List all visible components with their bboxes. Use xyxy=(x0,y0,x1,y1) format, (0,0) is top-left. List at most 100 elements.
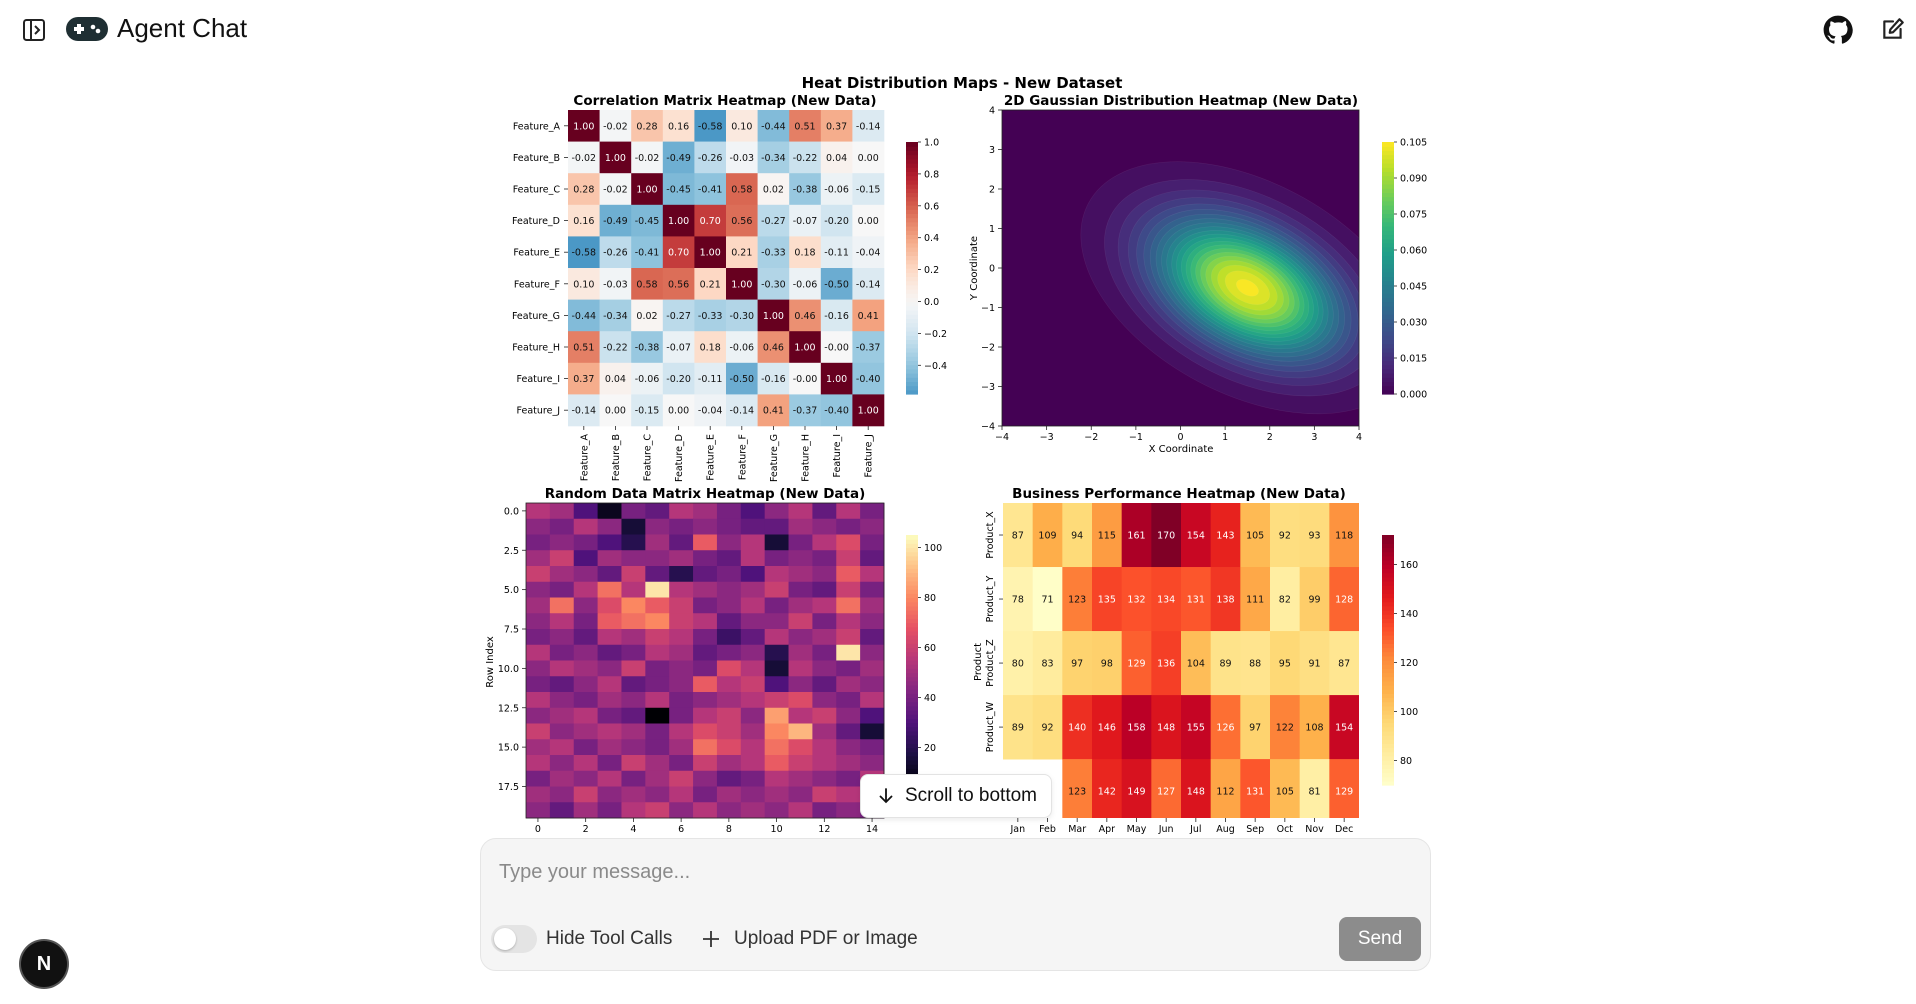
random-cell xyxy=(812,660,837,677)
gauss-colorbar-segment xyxy=(1382,196,1394,202)
corr-ytick-label: Feature_A xyxy=(513,121,561,132)
random-cell xyxy=(549,581,575,598)
corr-value-label: 0.70 xyxy=(700,216,721,227)
corr-colorbar-segment xyxy=(906,217,918,223)
random-cell xyxy=(740,676,766,693)
business-colorbar-segment xyxy=(1382,639,1394,644)
corr-xtick-label: Feature_C xyxy=(643,434,654,482)
gauss-colorbar-segment xyxy=(1382,205,1394,210)
random-cell xyxy=(716,786,742,803)
random-ytick-label: 17.5 xyxy=(498,782,519,793)
business-value-label: 149 xyxy=(1127,787,1145,798)
random-colorbar-segment xyxy=(906,693,918,699)
corr-colorbar-label: 1.0 xyxy=(924,138,939,149)
sidebar-toggle-icon[interactable] xyxy=(22,18,46,42)
business-colorbar-segment xyxy=(1382,568,1394,574)
corr-cell xyxy=(820,204,853,237)
business-cell xyxy=(1299,695,1330,760)
random-cell xyxy=(812,503,837,520)
random-cell xyxy=(693,613,718,630)
plus-icon[interactable] xyxy=(701,929,721,949)
business-value-label: 115 xyxy=(1098,531,1116,542)
business-value-label: 148 xyxy=(1157,723,1175,734)
random-cell xyxy=(788,707,813,724)
random-cell xyxy=(812,802,837,819)
github-icon[interactable] xyxy=(1823,15,1853,45)
corr-ytick-label: Feature_J xyxy=(517,406,560,417)
random-cell xyxy=(764,503,789,520)
corr-value-label: -0.58 xyxy=(698,121,723,132)
random-colorbar-segment xyxy=(906,705,918,711)
random-cell xyxy=(836,613,861,630)
random-colorbar-label: 20 xyxy=(924,743,936,754)
gauss-colorbar-segment xyxy=(1382,217,1394,223)
random-cell xyxy=(621,644,646,661)
corr-colorbar-segment xyxy=(906,310,918,315)
upload-button[interactable]: Upload PDF or Image xyxy=(734,928,918,949)
message-input[interactable]: Type your message... xyxy=(499,861,691,883)
random-cell xyxy=(740,770,766,787)
business-xtick-label: Jul xyxy=(1189,824,1201,835)
random-colorbar-segment xyxy=(906,755,918,761)
business-value-label: 148 xyxy=(1187,787,1205,798)
corr-cell xyxy=(631,299,664,332)
business-cell xyxy=(1092,567,1123,632)
business-value-label: 131 xyxy=(1246,787,1264,798)
random-cell xyxy=(526,550,551,567)
corr-colorbar-segment xyxy=(906,318,918,324)
corr-value-label: 1.00 xyxy=(700,248,721,259)
random-colorbar-segment xyxy=(906,618,918,624)
random-cell xyxy=(836,692,861,709)
random-colorbar-segment xyxy=(906,601,918,607)
random-cell xyxy=(764,550,789,567)
scroll-to-bottom-button[interactable]: Scroll to bottom xyxy=(860,774,1052,818)
gauss-colorbar-segment xyxy=(1382,301,1394,307)
business-colorbar-segment xyxy=(1382,605,1394,611)
corr-value-label: 0.21 xyxy=(731,248,752,259)
random-cell xyxy=(669,676,694,693)
random-cell xyxy=(836,503,861,520)
gauss-colorbar-segment xyxy=(1382,360,1394,366)
new-chat-icon[interactable] xyxy=(1880,16,1906,42)
corr-colorbar-segment xyxy=(906,163,918,168)
random-xtick-label: 10 xyxy=(771,824,783,835)
gauss-colorbar-segment xyxy=(1382,259,1394,265)
corr-cell xyxy=(726,173,758,206)
send-button[interactable]: Send xyxy=(1339,917,1421,961)
corr-colorbar-segment xyxy=(906,221,918,227)
corr-colorbar-segment xyxy=(906,200,918,206)
random-cell xyxy=(716,581,742,598)
random-cell xyxy=(740,550,766,567)
corr-cell xyxy=(852,204,885,237)
corr-value-label: 0.58 xyxy=(731,185,752,196)
corr-colorbar-segment xyxy=(906,247,918,252)
corr-colorbar-segment xyxy=(906,234,918,240)
random-cell xyxy=(573,755,598,772)
business-colorbar-segment xyxy=(1382,751,1394,757)
corr-colorbar-segment xyxy=(906,146,918,151)
random-cell xyxy=(788,660,813,677)
corr-colorbar-segment xyxy=(906,284,918,290)
business-cell xyxy=(1032,567,1063,632)
random-cell xyxy=(549,660,575,677)
random-colorbar-segment xyxy=(906,622,918,628)
gauss-xtick-label: 4 xyxy=(1356,432,1362,443)
hide-tool-calls-toggle[interactable] xyxy=(491,925,537,953)
random-cell xyxy=(645,534,670,551)
business-value-label: 81 xyxy=(1308,787,1320,798)
corr-colorbar-segment xyxy=(906,263,918,269)
business-cell xyxy=(1270,695,1301,760)
business-value-label: 111 xyxy=(1246,595,1264,606)
business-colorbar-segment xyxy=(1382,705,1394,711)
random-cell xyxy=(716,723,742,740)
random-cell xyxy=(860,755,885,772)
random-cell xyxy=(621,692,646,709)
random-colorbar-label: 100 xyxy=(924,543,942,554)
random-cell xyxy=(764,676,789,693)
business-value-label: 129 xyxy=(1335,787,1353,798)
business-cell xyxy=(1270,631,1301,696)
random-cell xyxy=(526,660,551,677)
random-cell xyxy=(621,755,646,772)
avatar[interactable]: N xyxy=(21,941,67,987)
corr-cell xyxy=(820,268,853,300)
